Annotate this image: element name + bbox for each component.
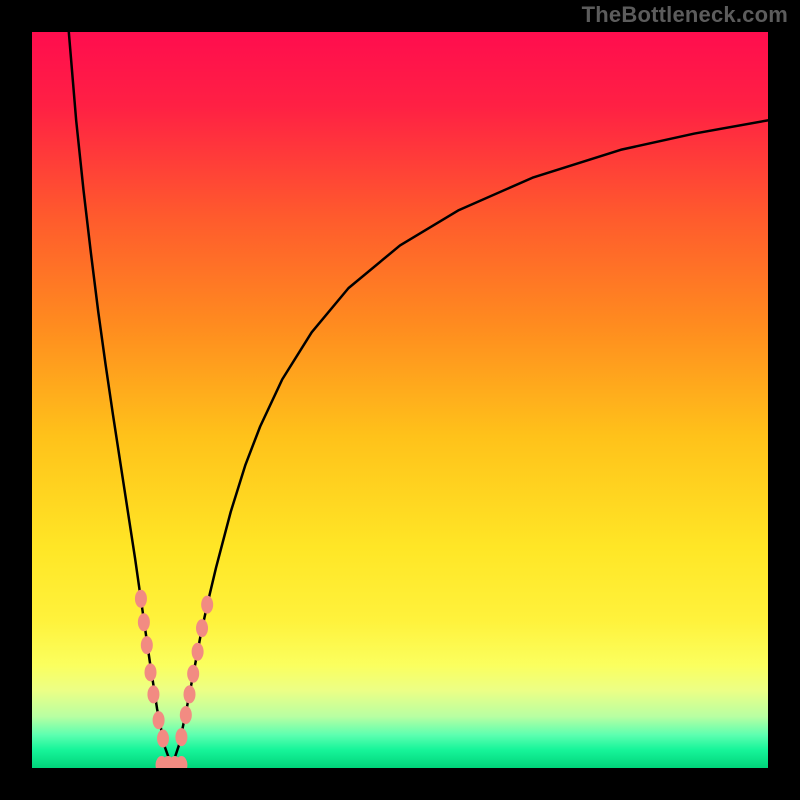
curve-marker (180, 706, 192, 724)
watermark-text: TheBottleneck.com (582, 2, 788, 28)
marker-group (135, 590, 213, 768)
curve-marker (175, 728, 187, 746)
curve-marker (145, 663, 157, 681)
chart-frame: TheBottleneck.com (0, 0, 800, 800)
curve-marker (196, 619, 208, 637)
curve-marker (192, 643, 204, 661)
curve-marker (141, 636, 153, 654)
bottleneck-curve (32, 32, 768, 768)
curve-marker (201, 596, 213, 614)
curve-marker (135, 590, 147, 608)
curve-right (172, 120, 768, 766)
plot-area (32, 32, 768, 768)
curve-marker (153, 711, 165, 729)
curve-marker (147, 685, 159, 703)
curve-marker (187, 665, 199, 683)
curve-marker (138, 613, 150, 631)
curve-marker (184, 685, 196, 703)
curve-left (69, 32, 172, 767)
curve-marker (157, 730, 169, 748)
